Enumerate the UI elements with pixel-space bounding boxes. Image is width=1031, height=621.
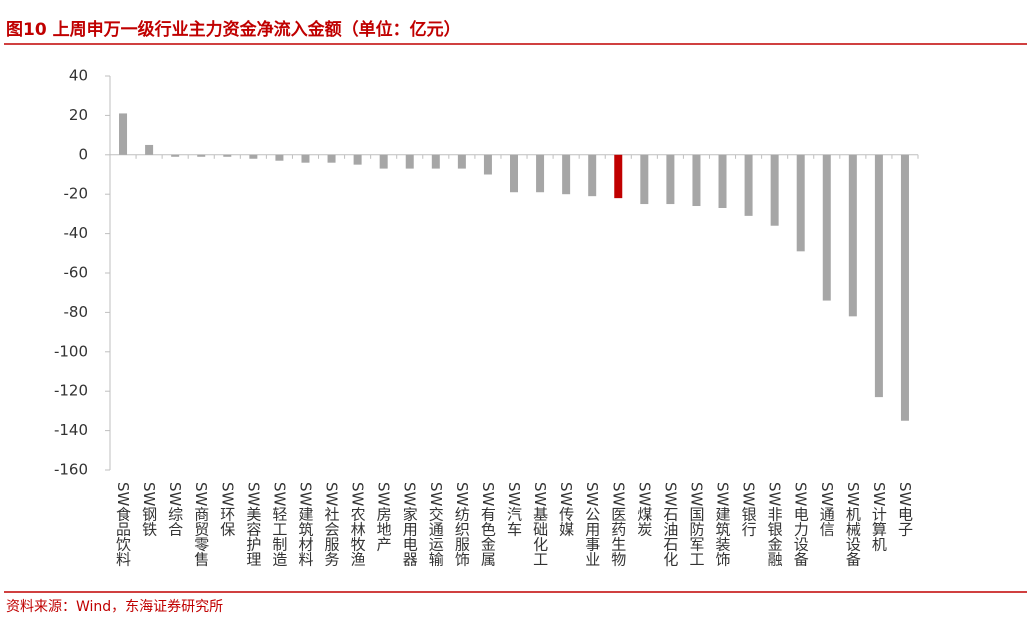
bar (249, 154, 258, 159)
x-tick-label: SW商贸零售 (192, 482, 210, 567)
bar (666, 154, 675, 205)
bar (353, 154, 362, 165)
y-tick-label: -140 (54, 421, 88, 439)
bar (431, 154, 440, 169)
x-tick-label: SW食品饮料 (114, 482, 132, 567)
bar (327, 154, 336, 163)
bar (744, 154, 753, 216)
bar (562, 154, 571, 195)
bar (301, 154, 310, 163)
x-tick-label: SW汽车 (505, 482, 523, 537)
x-tick-label: SW公用事业 (583, 482, 601, 566)
bar (171, 154, 180, 157)
x-tick-label: SW有色金属 (479, 482, 497, 567)
chart-title: 图10 上周申万一级行业主力资金净流入金额（单位：亿元） (6, 19, 461, 40)
y-tick-label: -80 (64, 303, 89, 321)
bar (822, 154, 831, 301)
y-tick-label: 0 (78, 145, 88, 163)
x-tick-label: SW美容护理 (244, 482, 262, 567)
x-tick-label: SW交通运输 (427, 482, 445, 567)
x-tick-label: SW纺织服饰 (453, 482, 471, 567)
x-tick-label: SW轻工制造 (270, 482, 288, 568)
bar (457, 154, 466, 169)
bar (223, 154, 232, 157)
y-tick-label: 20 (69, 106, 88, 124)
bar (848, 154, 857, 317)
x-tick-label: SW环保 (218, 482, 236, 537)
bar (145, 144, 154, 155)
bar (275, 154, 284, 161)
bar (692, 154, 701, 207)
x-tick-label: SW综合 (166, 482, 184, 537)
x-tick-label: SW机械设备 (844, 482, 862, 567)
x-tick-label: SW基础化工 (531, 482, 549, 566)
bar (874, 154, 883, 398)
x-tick-label: SW国防军工 (687, 482, 705, 566)
x-tick-label: SW钢铁 (140, 482, 158, 537)
bar (510, 154, 518, 193)
x-tick-label: SW医药生物 (609, 482, 627, 568)
y-tick-label: -160 (54, 461, 88, 479)
bar (536, 154, 545, 193)
y-tick-label: -100 (54, 342, 88, 360)
x-tick-label: SW电子 (896, 482, 914, 537)
bar (718, 154, 727, 208)
bar (770, 154, 779, 226)
bar (588, 154, 597, 197)
y-tick-label: -120 (54, 382, 88, 400)
bar (379, 154, 388, 169)
x-tick-label: SW计算机 (870, 482, 888, 553)
bar (405, 154, 414, 169)
x-tick-label: SW建筑材料 (296, 482, 314, 567)
x-tick-label: SW房地产 (375, 482, 393, 552)
x-tick-label: SW通信 (818, 482, 836, 537)
y-tick-label: -20 (64, 185, 89, 203)
bar (614, 154, 623, 199)
x-tick-label: SW非银金融 (766, 482, 784, 567)
x-tick-label: SW建筑装饰 (714, 482, 732, 567)
x-tick-label: SW农林牧渔 (349, 482, 367, 567)
y-tick-label: -40 (64, 224, 89, 242)
bar (483, 154, 492, 175)
y-tick-label: 40 (69, 67, 88, 85)
x-tick-label: SW电力设备 (792, 482, 810, 567)
bar (640, 154, 649, 205)
source-note: 资料来源：Wind，东海证券研究所 (6, 599, 223, 615)
bar (119, 113, 128, 155)
y-tick-label: -60 (64, 264, 89, 282)
x-tick-label: SW社会服务 (323, 482, 341, 568)
x-tick-label: SW银行 (740, 482, 758, 538)
x-tick-label: SW煤炭 (635, 482, 653, 537)
bar (796, 154, 805, 252)
x-tick-label: SW家用电器 (401, 482, 419, 567)
bar (197, 154, 206, 157)
x-tick-label: SW传媒 (557, 482, 575, 537)
bar (900, 154, 909, 421)
x-tick-label: SW石油石化 (661, 482, 679, 567)
